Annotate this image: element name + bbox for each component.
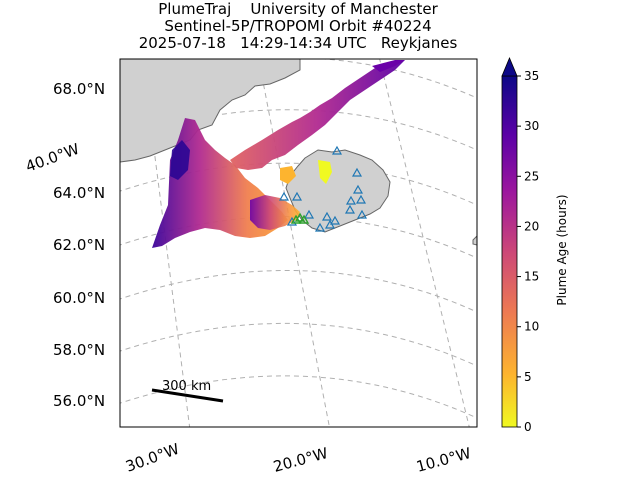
volcano-marker bbox=[291, 191, 303, 201]
source-markers bbox=[290, 212, 310, 224]
volcano-marker bbox=[344, 204, 356, 214]
scale-bar-line bbox=[151, 388, 224, 403]
source-marker bbox=[290, 214, 302, 224]
map-content bbox=[120, 59, 477, 427]
colorbar-tick-label: 0 bbox=[524, 420, 532, 434]
map-border bbox=[119, 58, 478, 428]
lon-label: 40.0°W bbox=[23, 140, 82, 176]
lat-label: 68.0°N bbox=[53, 80, 105, 98]
volcano-marker bbox=[355, 194, 367, 204]
volcano-marker bbox=[286, 216, 298, 226]
colorbar-tick-label: 20 bbox=[524, 219, 539, 233]
lat-label: 56.0°N bbox=[53, 392, 105, 410]
colorbar-tick-label: 15 bbox=[524, 270, 539, 284]
colorbar: 0 5 10 15 20 25 30 35 Plume Age (hours) bbox=[501, 56, 569, 434]
colorbar-gradient bbox=[501, 75, 518, 428]
colorbar-tick-label: 35 bbox=[524, 69, 539, 83]
volcano-marker bbox=[278, 191, 290, 201]
title-line-1: PlumeTraj University of Manchester bbox=[158, 0, 438, 18]
volcano-marker bbox=[345, 195, 357, 205]
colorbar-ticks: 0 5 10 15 20 25 30 35 bbox=[517, 69, 539, 434]
plume-old-west bbox=[170, 140, 190, 180]
colorbar-label: Plume Age (hours) bbox=[555, 194, 569, 305]
volcano-marker bbox=[331, 145, 343, 155]
title-line-3: 2025-07-18 14:29-14:34 UTC Reykjanes bbox=[138, 34, 458, 52]
colorbar-tick-label: 30 bbox=[524, 119, 539, 133]
plume-old-northeast bbox=[372, 60, 405, 72]
volcano-marker bbox=[314, 222, 326, 232]
lat-label: 62.0°N bbox=[53, 236, 105, 254]
plume-north bbox=[230, 60, 405, 170]
plume-fresh-west bbox=[280, 166, 296, 184]
lat-label: 58.0°N bbox=[53, 341, 105, 359]
lon-label: 30.0°W bbox=[123, 440, 182, 476]
source-marker bbox=[298, 214, 310, 224]
volcano-marker bbox=[321, 211, 333, 221]
lat-labels: 68.0°N 64.0°N 62.0°N 60.0°N 58.0°N 56.0°… bbox=[53, 80, 105, 410]
colorbar-tick-label: 10 bbox=[524, 320, 539, 334]
land-east-edge bbox=[472, 234, 477, 246]
volcano-markers bbox=[278, 145, 368, 232]
colorbar-tick-label: 5 bbox=[524, 370, 532, 384]
colorbar-tick-label: 25 bbox=[524, 169, 539, 183]
volcano-marker bbox=[329, 215, 341, 225]
title-line-2: Sentinel-5P/TROPOMI Orbit #40224 bbox=[164, 17, 432, 35]
lat-label: 64.0°N bbox=[53, 184, 105, 202]
scale-bar-label: 300 km bbox=[162, 379, 211, 394]
lon-label: 20.0°W bbox=[271, 444, 330, 476]
volcano-marker bbox=[356, 209, 368, 219]
lon-label: 10.0°W bbox=[414, 444, 473, 476]
plume-south-iceland bbox=[250, 195, 300, 230]
volcano-marker bbox=[351, 167, 363, 177]
land-iceland bbox=[285, 149, 391, 233]
plume-fresh bbox=[318, 160, 332, 184]
lat-label: 60.0°N bbox=[53, 289, 105, 307]
volcano-marker bbox=[324, 219, 336, 229]
land-greenland bbox=[120, 59, 301, 163]
colorbar-extend-arrow bbox=[501, 56, 518, 77]
volcano-marker bbox=[352, 184, 364, 194]
source-marker bbox=[294, 212, 306, 222]
volcano-marker bbox=[303, 209, 315, 219]
